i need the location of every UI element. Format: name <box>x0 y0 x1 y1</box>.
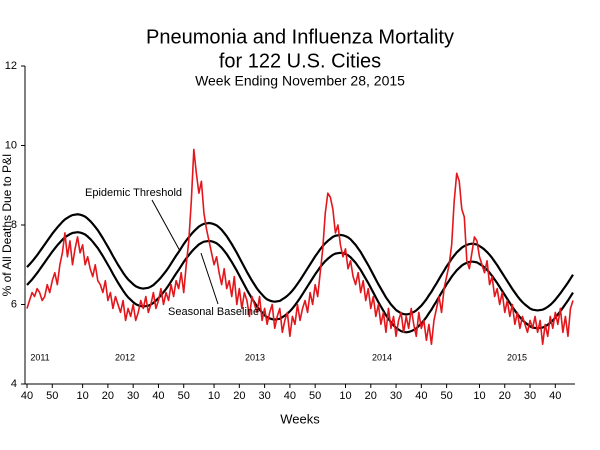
series-line <box>26 213 574 316</box>
y-tick-label: 6 <box>11 298 17 310</box>
x-tick-label: 50 <box>46 390 58 402</box>
x-tick-label: 50 <box>178 390 190 402</box>
chart-subtitle: Week Ending November 28, 2015 <box>195 73 405 89</box>
x-tick-label: 20 <box>499 390 511 402</box>
y-tick-label: 12 <box>5 60 17 72</box>
y-axis-label: % of All Deaths Due to P&I <box>0 154 14 297</box>
x-tick-label: 30 <box>258 390 270 402</box>
y-tick-label: 10 <box>5 139 17 151</box>
x-tick-label: 10 <box>339 390 351 402</box>
year-label: 2012 <box>115 352 135 362</box>
x-tick-label: 30 <box>524 390 536 402</box>
year-label: 2015 <box>507 352 527 362</box>
x-tick-label: 20 <box>233 390 245 402</box>
chart-title-line2: for 122 U.S. Cities <box>219 50 381 72</box>
x-tick-label: 40 <box>415 390 427 402</box>
x-tick-label: 20 <box>102 390 114 402</box>
x-tick-label: 10 <box>473 390 485 402</box>
x-tick-label: 40 <box>21 390 33 402</box>
year-label: 2011 <box>30 352 49 362</box>
x-tick-label: 40 <box>152 390 164 402</box>
annotation: Epidemic Threshold <box>85 187 182 199</box>
x-tick-label: 10 <box>208 390 220 402</box>
x-tick-label: 30 <box>127 390 139 402</box>
series-line <box>26 148 574 346</box>
chart-title: Pneumonia and Influenza Mortality <box>146 26 454 48</box>
x-tick-label: 30 <box>390 390 402 402</box>
annotation-pointer <box>151 199 181 252</box>
x-tick-label: 50 <box>309 390 321 402</box>
y-tick-label: 4 <box>11 378 17 390</box>
annotation-pointer <box>200 252 219 305</box>
x-tick-label: 40 <box>549 390 561 402</box>
year-label: 2014 <box>372 352 392 362</box>
x-tick-label: 40 <box>284 390 296 402</box>
x-tick-label: 20 <box>365 390 377 402</box>
x-axis-label: Weeks <box>280 411 320 426</box>
y-tick-label: 8 <box>11 219 17 231</box>
x-tick-label: 10 <box>76 390 88 402</box>
year-label: 2013 <box>245 352 265 362</box>
annotation: Seasonal Baseline <box>168 306 259 318</box>
x-tick-label: 50 <box>440 390 452 402</box>
